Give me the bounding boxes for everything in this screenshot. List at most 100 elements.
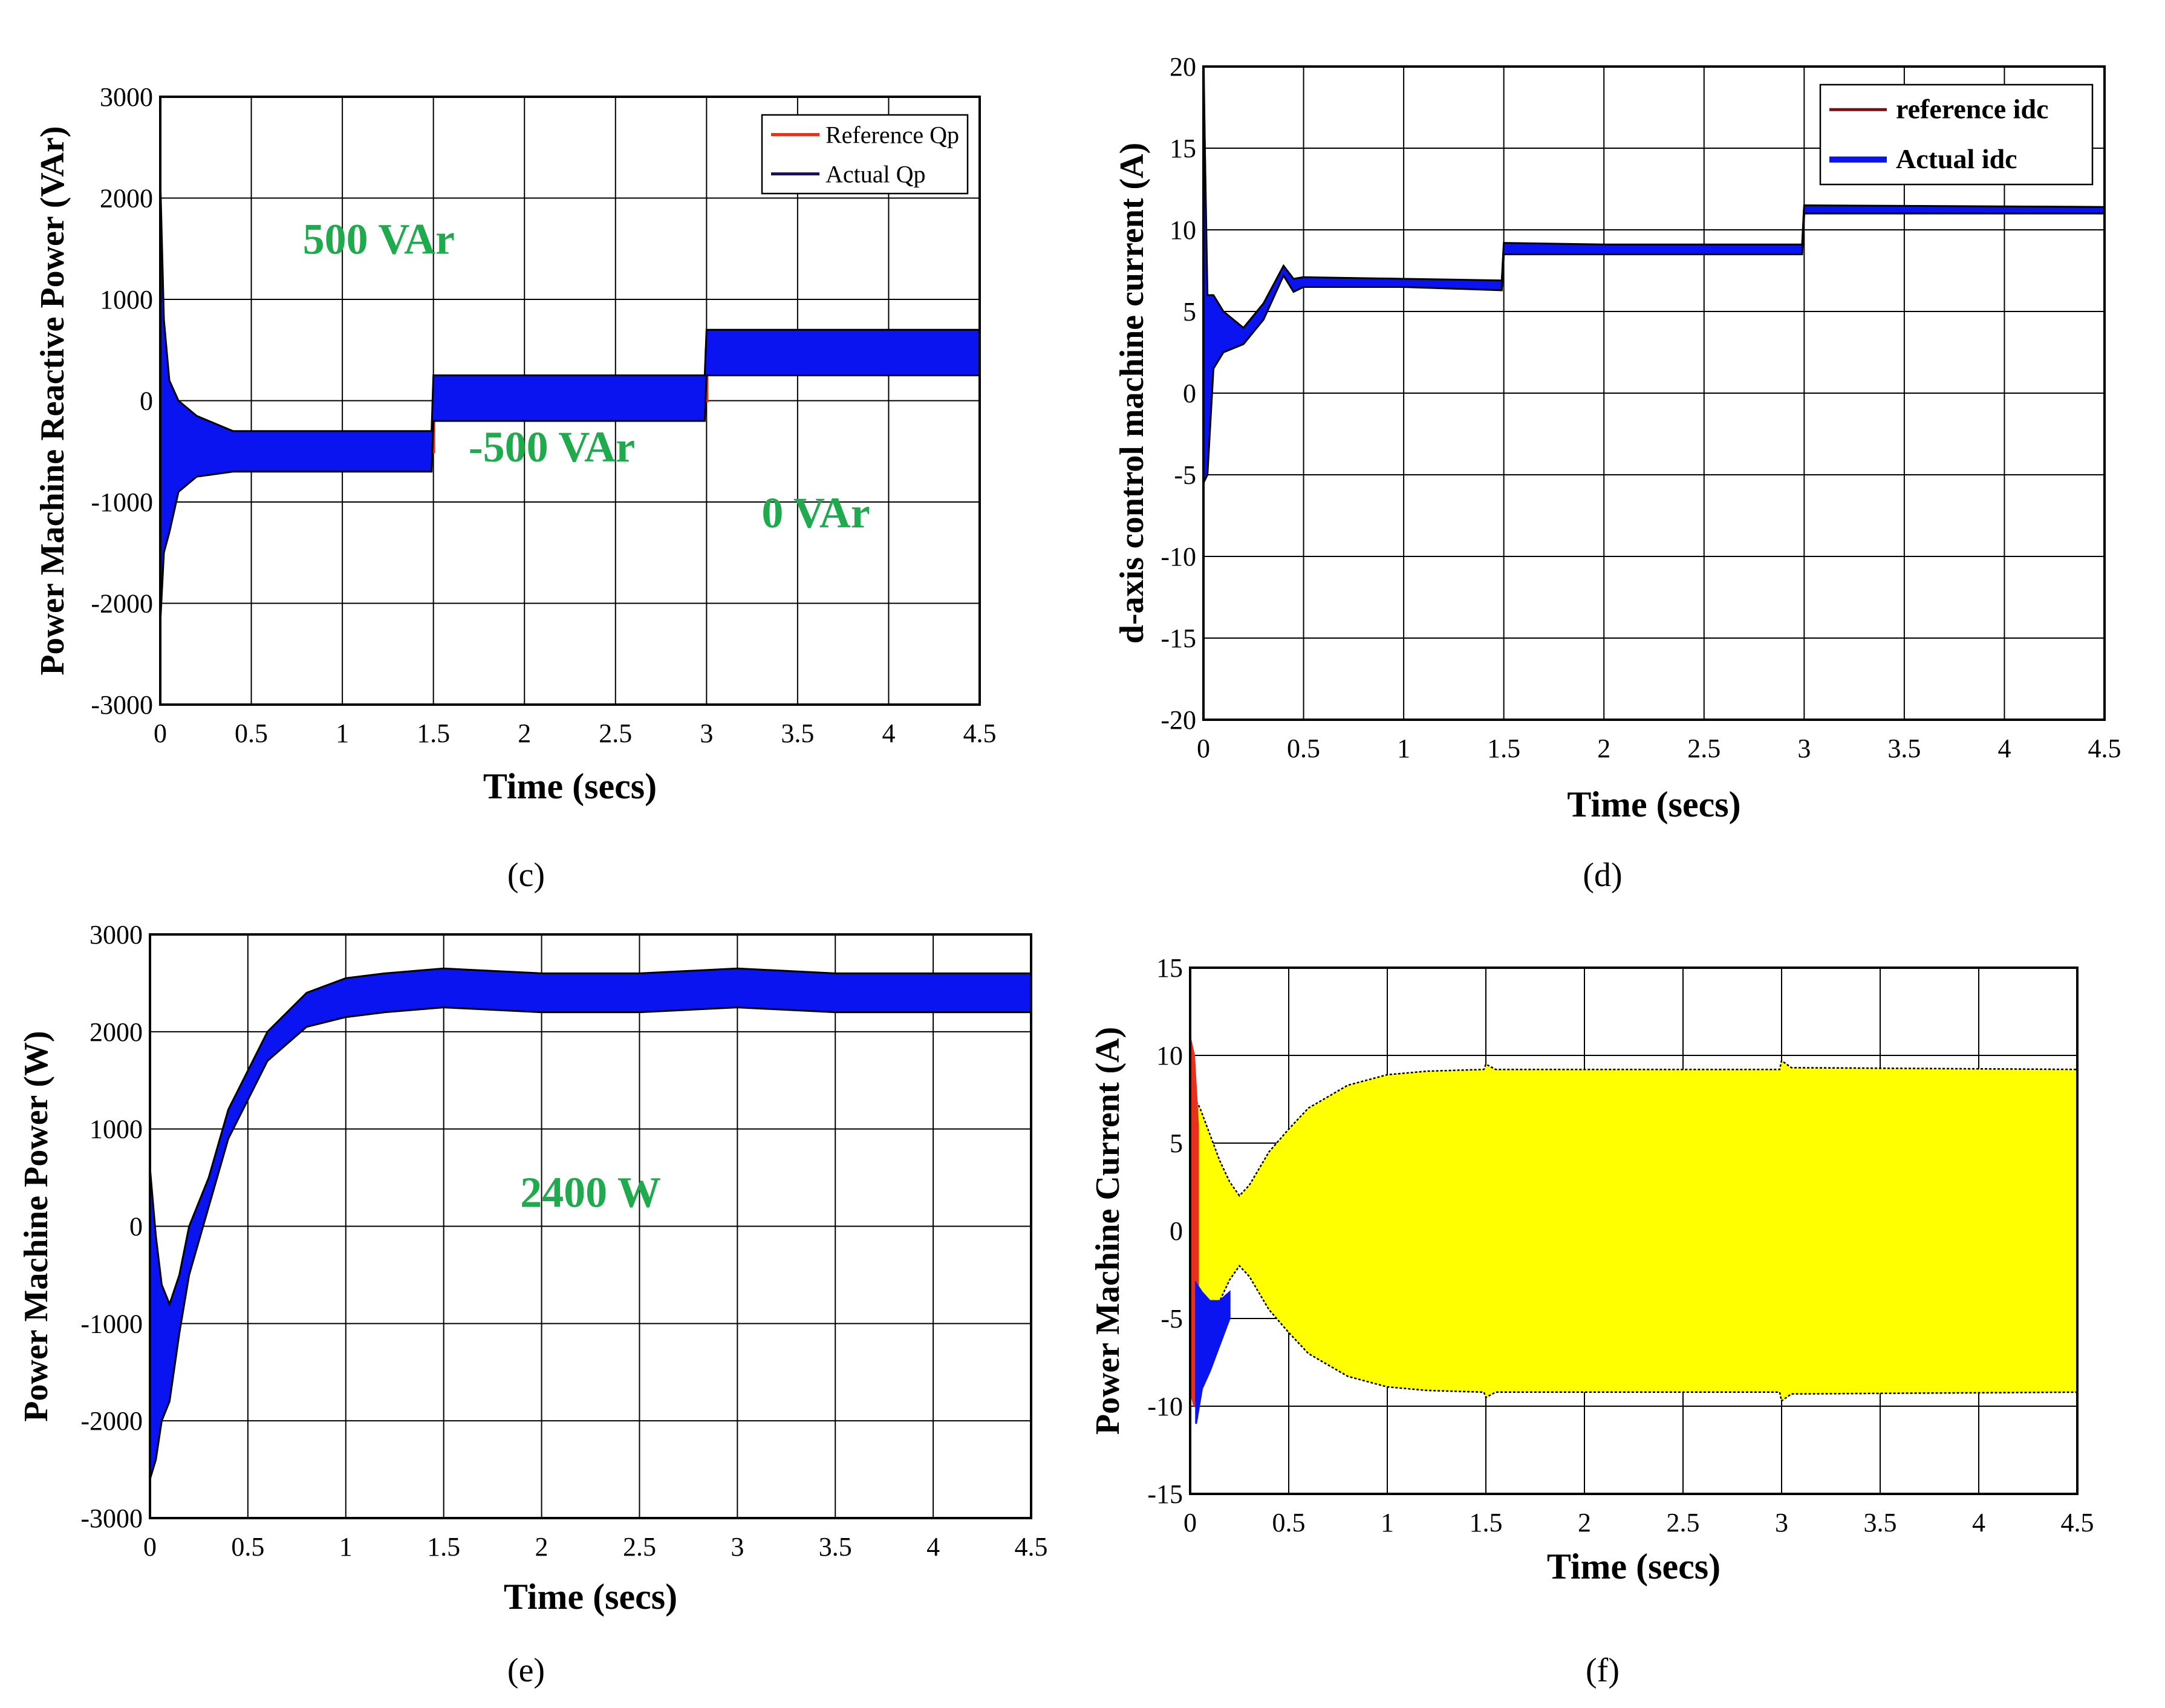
x-tick-label: 0 — [1197, 734, 1210, 763]
x-tick-label: 3 — [1797, 734, 1811, 763]
x-tick-label: 4.5 — [963, 719, 997, 748]
series-transient-blue — [1195, 1280, 1231, 1424]
x-tick-label: 3.5 — [1864, 1508, 1897, 1537]
x-tick-label: 2 — [1578, 1508, 1591, 1537]
legend-entry: reference idc — [1896, 93, 2048, 124]
x-tick-label: 2 — [535, 1532, 549, 1562]
plot-frame — [159, 96, 981, 706]
x-axis-label: Time (secs) — [483, 766, 657, 806]
x-tick-label: 2.5 — [1667, 1508, 1700, 1537]
y-tick-label: 1000 — [90, 1115, 143, 1144]
y-tick-label: 15 — [1156, 953, 1183, 983]
panel-label-c: (c) — [507, 856, 545, 894]
x-tick-label: 0.5 — [1272, 1508, 1306, 1537]
y-tick-label: -15 — [1161, 624, 1196, 653]
x-tick-label: 3 — [731, 1532, 744, 1562]
y-tick-label: -1000 — [91, 487, 153, 517]
y-tick-label: 3000 — [90, 920, 143, 950]
x-tick-label: 0.5 — [1287, 734, 1320, 763]
y-tick-label: -2000 — [91, 589, 153, 619]
plot-frame — [1189, 966, 2079, 1495]
legend: Reference Qp Actual Qp — [761, 114, 969, 195]
x-tick-label: 1.5 — [1470, 1508, 1503, 1537]
x-tick-label: 3 — [1775, 1508, 1788, 1537]
x-tick-label: 4 — [1972, 1508, 1985, 1537]
annotation-label: 2400 W — [520, 1168, 661, 1216]
y-tick-label: -5 — [1161, 1304, 1183, 1334]
x-tick-label: 0 — [154, 719, 167, 748]
series-group — [1203, 67, 2105, 484]
plot-frame — [1202, 65, 2106, 721]
x-tick-label: 4.5 — [2088, 734, 2121, 763]
x-tick-label: 2.5 — [599, 719, 632, 748]
x-tick-label: 2 — [518, 719, 531, 748]
x-tick-label: 3.5 — [1887, 734, 1921, 763]
legend-box — [1819, 83, 2094, 186]
legend-entry: Actual idc — [1896, 143, 2017, 174]
series-actual-power — [150, 967, 1031, 1480]
y-tick-label: -3000 — [91, 690, 153, 720]
y-tick-label: 1000 — [100, 285, 153, 315]
y-tick-label: 10 — [1170, 215, 1196, 245]
y-tick-label: -10 — [1161, 542, 1196, 572]
y-tick-label: 2000 — [90, 1017, 143, 1047]
x-axis-label: Time (secs) — [1547, 1547, 1721, 1586]
y-tick-label: 0 — [1170, 1216, 1183, 1246]
y-tick-label: 2000 — [100, 184, 153, 214]
panel-label-d: (d) — [1583, 856, 1622, 894]
series-actual-qp — [160, 177, 980, 624]
x-tick-label: 4.5 — [1015, 1532, 1048, 1562]
x-tick-label: 0.5 — [235, 719, 268, 748]
x-tick-label: 4 — [1997, 734, 2011, 763]
y-axis-label: Power Machine Current (A) — [1089, 1027, 1127, 1435]
x-tick-label: 1.5 — [417, 719, 450, 748]
annotation-label: 0 VAr — [761, 489, 870, 537]
chart-d: 0 0.5 1 1.5 2 2.5 3 3.5 4 4.5 -20 -15 -10 -5 0 5 10 15 20 T… — [1113, 52, 2121, 824]
x-tick-label: 2.5 — [1687, 734, 1721, 763]
y-tick-label: -1000 — [80, 1309, 143, 1338]
legend-entry: Actual Qp — [825, 161, 926, 188]
y-tick-label: -5 — [1174, 460, 1196, 490]
y-tick-label: -20 — [1161, 705, 1196, 735]
y-axis-label: Power Machine Power (W) — [18, 1031, 55, 1421]
series-group — [1190, 1037, 2077, 1424]
chart-c: 0 0.5 1 1.5 2 2.5 3 3.5 4 4.5 -3000 -2000 -1000 0 1000… — [34, 82, 997, 806]
series-current-envelope — [1190, 1059, 2077, 1403]
y-tick-label: 0 — [140, 386, 153, 416]
y-tick-label: 3000 — [100, 82, 153, 112]
annotation-label: -500 VAr — [469, 423, 635, 471]
legend: reference idc Actual idc — [1819, 83, 2094, 186]
x-tick-label: 2.5 — [623, 1532, 656, 1562]
x-tick-label: 2 — [1597, 734, 1610, 763]
y-tick-label: 0 — [129, 1212, 143, 1242]
x-tick-label: 1.5 — [1487, 734, 1520, 763]
x-tick-label: 3.5 — [819, 1532, 852, 1562]
x-axis-label: Time (secs) — [1567, 784, 1740, 824]
y-axis-label: Power Machine Reactive Power (VAr) — [34, 126, 71, 675]
x-tick-label: 0 — [1183, 1508, 1197, 1537]
y-tick-label: -15 — [1147, 1479, 1183, 1509]
y-tick-label: 10 — [1156, 1041, 1183, 1071]
y-tick-label: 15 — [1170, 134, 1196, 163]
x-tick-label: 0.5 — [231, 1532, 264, 1562]
y-axis-label: d-axis control machine current (A) — [1113, 143, 1151, 644]
x-axis-label: Time (secs) — [504, 1577, 677, 1617]
series-group — [160, 177, 980, 624]
x-tick-label: 4.5 — [2061, 1508, 2094, 1537]
chart-e: 0 0.5 1 1.5 2 2.5 3 3.5 4 4.5 -3000 -2000 -1000 0 1000… — [18, 920, 1048, 1617]
x-tick-label: 1 — [339, 1532, 353, 1562]
y-tick-label: 0 — [1183, 379, 1196, 408]
x-tick-label: 1 — [336, 719, 349, 748]
x-tick-label: 3.5 — [781, 719, 814, 748]
x-tick-label: 1 — [1381, 1508, 1394, 1537]
y-tick-label: 5 — [1183, 297, 1196, 327]
panel-label-e: (e) — [507, 1652, 545, 1689]
x-tick-label: 0 — [143, 1532, 157, 1562]
y-tick-label: -3000 — [80, 1504, 143, 1533]
panel-label-f: (f) — [1586, 1652, 1620, 1689]
plot-frame — [149, 933, 1032, 1519]
x-tick-label: 1 — [1397, 734, 1410, 763]
legend-entry: Reference Qp — [825, 122, 959, 149]
chart-f: 0 0.5 1 1.5 2 2.5 3 3.5 4 4.5 -15 -10 -5 0 5 10 15 Time (… — [1089, 953, 2094, 1586]
